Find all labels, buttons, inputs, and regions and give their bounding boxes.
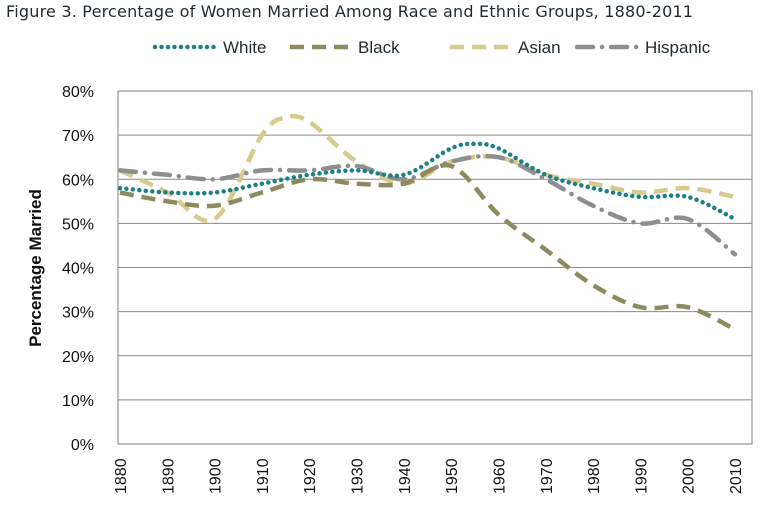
x-tick-label: 1900 [208,458,225,494]
chart-title: Figure 3. Percentage of Women Married Am… [6,2,694,21]
y-tick-label: 0% [71,437,94,454]
x-tick-label: 1920 [302,458,319,494]
x-tick-label: 1940 [397,458,414,494]
series-line-white [117,141,738,222]
y-tick-label: 20% [62,349,94,366]
x-tick-label: 2010 [728,458,745,494]
series-line-asian [119,113,736,224]
x-axis-ticks: 1880 1890 1900 1910 1920 1930 1940 1950 1960 1970… [113,458,745,494]
legend-label-asian: Asian [518,38,561,57]
x-tick-label: 2000 [681,458,698,494]
legend-label-white: White [223,38,266,57]
legend-label-black: Black [358,38,400,57]
y-tick-label: 60% [62,172,94,189]
legend: White Black Asian Hispanic [152,38,711,57]
x-tick-label: 1890 [160,458,177,494]
series-lines [117,113,738,332]
x-tick-label: 1960 [491,458,508,494]
y-tick-label: 80% [62,84,94,101]
gridlines [118,134,752,401]
y-tick-label: 40% [62,261,94,278]
x-tick-label: 1880 [113,458,130,494]
series-line-black [119,162,736,332]
y-axis-ticks: 0% 10% 20% 30% 40% 50% 60% 70% 80% [62,84,94,454]
y-tick-label: 10% [62,393,94,410]
legend-label-hispanic: Hispanic [645,38,711,57]
y-tick-label: 30% [62,305,94,322]
x-tick-label: 1990 [633,458,650,494]
y-tick-label: 70% [62,128,94,145]
x-tick-label: 1980 [586,458,603,494]
x-tick-label: 1910 [255,458,272,494]
x-tick-label: 1950 [444,458,461,494]
x-tick-label: 1970 [539,458,556,494]
y-axis-label: Percentage Married [26,189,45,347]
x-tick-label: 1930 [350,458,367,494]
y-tick-label: 50% [62,216,94,233]
